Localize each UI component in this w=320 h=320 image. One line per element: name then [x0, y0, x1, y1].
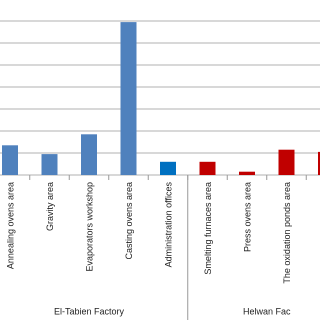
bar [239, 171, 255, 175]
bar [41, 154, 58, 175]
x-tick-label: Casting ovens area [124, 182, 134, 260]
group-label: El-Tabien Factory [54, 306, 125, 316]
group-label: Helwan Fac [243, 306, 291, 316]
bar [199, 161, 216, 175]
bar [278, 149, 295, 175]
x-tick-label: Press ovens area [242, 182, 252, 252]
x-tick-label: Annealing ovens area [5, 182, 15, 269]
x-tick-label: Evaporators workshop [84, 182, 94, 272]
x-tick-label: The oxidation ponds area [282, 182, 292, 284]
bar [160, 161, 176, 175]
bar [81, 134, 97, 175]
bar [2, 145, 18, 175]
x-tick-label: Administration offices [163, 182, 173, 268]
bar [120, 22, 137, 175]
x-tick-label: Gravity area [45, 182, 55, 231]
bar [318, 151, 320, 175]
x-tick-label: Smelting furnaces area [203, 182, 213, 275]
